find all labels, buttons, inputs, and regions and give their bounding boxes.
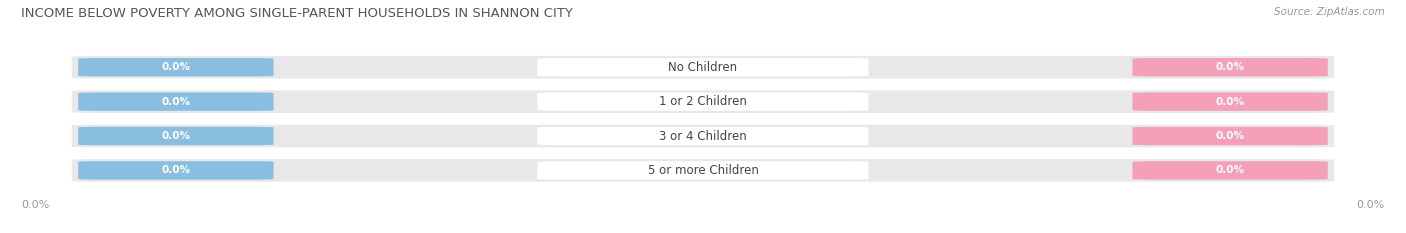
Text: 0.0%: 0.0% [1357, 200, 1385, 210]
Text: 0.0%: 0.0% [1216, 97, 1244, 107]
FancyBboxPatch shape [537, 161, 869, 180]
Text: 0.0%: 0.0% [1216, 62, 1244, 72]
FancyBboxPatch shape [72, 56, 1334, 79]
Text: 0.0%: 0.0% [21, 200, 49, 210]
Text: 0.0%: 0.0% [162, 165, 190, 175]
Text: 5 or more Children: 5 or more Children [648, 164, 758, 177]
FancyBboxPatch shape [1132, 58, 1327, 76]
Text: 3 or 4 Children: 3 or 4 Children [659, 130, 747, 143]
FancyBboxPatch shape [79, 93, 274, 111]
FancyBboxPatch shape [72, 90, 1334, 113]
FancyBboxPatch shape [79, 161, 274, 180]
Text: 0.0%: 0.0% [1216, 165, 1244, 175]
FancyBboxPatch shape [79, 58, 274, 76]
Text: Source: ZipAtlas.com: Source: ZipAtlas.com [1274, 7, 1385, 17]
FancyBboxPatch shape [537, 127, 869, 145]
Text: 0.0%: 0.0% [162, 131, 190, 141]
FancyBboxPatch shape [72, 125, 1334, 147]
FancyBboxPatch shape [1132, 161, 1327, 180]
Text: 0.0%: 0.0% [1216, 131, 1244, 141]
FancyBboxPatch shape [1132, 127, 1327, 145]
Text: 1 or 2 Children: 1 or 2 Children [659, 95, 747, 108]
Text: No Children: No Children [668, 61, 738, 74]
Text: 0.0%: 0.0% [162, 62, 190, 72]
FancyBboxPatch shape [72, 159, 1334, 182]
FancyBboxPatch shape [79, 127, 274, 145]
FancyBboxPatch shape [1132, 93, 1327, 111]
FancyBboxPatch shape [537, 58, 869, 76]
Text: 0.0%: 0.0% [162, 97, 190, 107]
Text: INCOME BELOW POVERTY AMONG SINGLE-PARENT HOUSEHOLDS IN SHANNON CITY: INCOME BELOW POVERTY AMONG SINGLE-PARENT… [21, 7, 574, 20]
FancyBboxPatch shape [537, 93, 869, 111]
